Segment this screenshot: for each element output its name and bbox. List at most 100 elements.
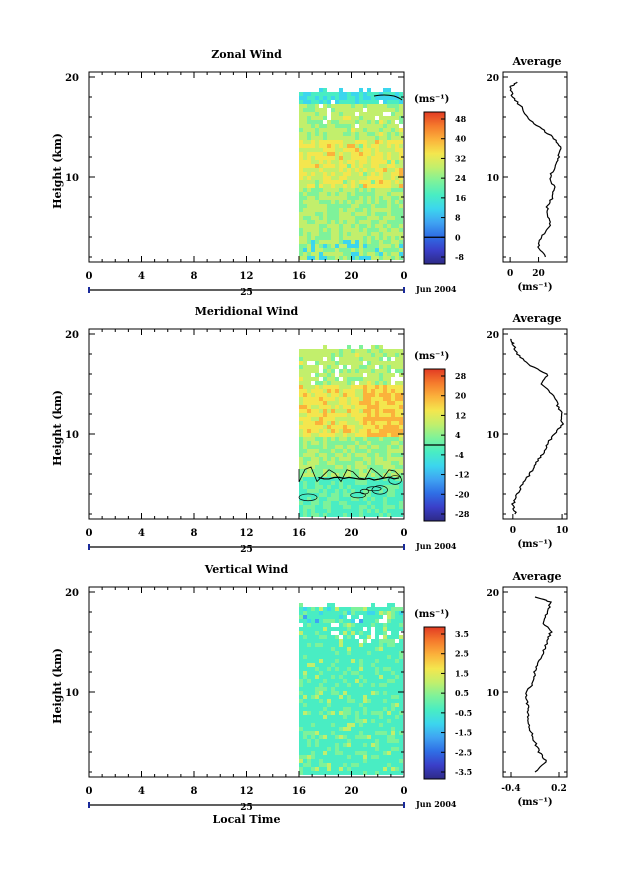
- heatmap-cell: [395, 457, 399, 461]
- heatmap-cell: [335, 140, 339, 144]
- heatmap-cell: [347, 763, 351, 767]
- heatmap-cell: [347, 485, 351, 489]
- heatmap-cell: [395, 461, 399, 465]
- heatmap-cell: [315, 679, 319, 683]
- heatmap-cell: [391, 248, 395, 252]
- heatmap-cell: [343, 679, 347, 683]
- heatmap-cell: [335, 232, 339, 236]
- heatmap-cell: [379, 747, 383, 751]
- heatmap-cell: [315, 252, 319, 256]
- heatmap-cell: [307, 663, 311, 667]
- heatmap-cell: [399, 252, 403, 256]
- heatmap-cell: [335, 497, 339, 501]
- heatmap-cell: [367, 393, 371, 397]
- heatmap-cell: [395, 401, 399, 405]
- heatmap-cell: [379, 457, 383, 461]
- heatmap-cell: [339, 128, 343, 132]
- heatmap-cell: [375, 377, 379, 381]
- heatmap-cell: [347, 232, 351, 236]
- heatmap-cell: [299, 667, 303, 671]
- heatmap-cell: [319, 232, 323, 236]
- heatmap-cell: [343, 509, 347, 513]
- heatmap-cell: [363, 413, 367, 417]
- heatmap-cell: [307, 771, 311, 775]
- average-frame: [502, 586, 568, 778]
- heatmap-cell: [399, 659, 403, 663]
- heatmap-cell: [379, 715, 383, 719]
- heatmap-cell: [315, 148, 319, 152]
- heatmap-cell: [363, 695, 367, 699]
- heatmap-cell: [307, 619, 311, 623]
- heatmap-cell: [359, 489, 363, 493]
- heatmap-cell: [331, 719, 335, 723]
- heatmap-cell: [367, 349, 371, 353]
- heatmap-cell: [371, 707, 375, 711]
- heatmap-cell: [343, 100, 347, 104]
- heatmap-cell: [311, 369, 315, 373]
- heatmap-cell: [307, 96, 311, 100]
- heatmap-cell: [375, 381, 379, 385]
- heatmap-cell: [307, 349, 311, 353]
- colorbar-tick-label: -4: [455, 450, 464, 460]
- heatmap-cell: [307, 172, 311, 176]
- heatmap-cell: [311, 489, 315, 493]
- heatmap-cell: [315, 667, 319, 671]
- heatmap-cell: [299, 707, 303, 711]
- heatmap-cell: [327, 104, 331, 108]
- heatmap-cell: [383, 429, 387, 433]
- heatmap-cell: [307, 767, 311, 771]
- heatmap-cell: [387, 256, 391, 260]
- heatmap-cell: [347, 164, 351, 168]
- heatmap-cell: [299, 643, 303, 647]
- heatmap-cell: [375, 140, 379, 144]
- heatmap-cell: [315, 497, 319, 501]
- heatmap-cell: [315, 144, 319, 148]
- heatmap-cell: [375, 232, 379, 236]
- heatmap-cell: [307, 357, 311, 361]
- heatmap-cell: [363, 349, 367, 353]
- contour-line: [318, 476, 400, 481]
- heatmap-cell: [371, 747, 375, 751]
- x-axis-label: Local Time: [213, 813, 281, 826]
- heatmap-cell: [307, 477, 311, 481]
- heatmap-cell: [311, 485, 315, 489]
- heatmap-cell: [319, 357, 323, 361]
- heatmap-cell: [323, 244, 327, 248]
- heatmap-cell: [367, 228, 371, 232]
- heatmap-cell: [371, 429, 375, 433]
- heatmap-cell: [375, 671, 379, 675]
- heatmap-cell: [391, 747, 395, 751]
- heatmap-cell: [387, 224, 391, 228]
- heatmap-cell: [367, 220, 371, 224]
- heatmap-cell: [399, 385, 403, 389]
- heatmap-cell: [395, 353, 399, 357]
- heatmap-cell: [371, 425, 375, 429]
- heatmap-cell: [379, 639, 383, 643]
- heatmap-cell: [379, 108, 383, 112]
- heatmap-cell: [363, 144, 367, 148]
- heatmap-cell: [359, 663, 363, 667]
- heatmap-cell: [303, 513, 307, 517]
- x-tick-label: 4: [138, 271, 145, 282]
- heatmap-cell: [383, 188, 387, 192]
- heatmap-cell: [327, 381, 331, 385]
- heatmap-cell: [355, 763, 359, 767]
- heatmap-cell: [335, 763, 339, 767]
- heatmap-cell: [315, 743, 319, 747]
- heatmap-cell: [351, 751, 355, 755]
- heatmap-cell: [343, 473, 347, 477]
- heatmap-cell: [363, 176, 367, 180]
- heatmap-cell: [331, 437, 335, 441]
- heatmap-cell: [399, 687, 403, 691]
- heatmap-cell: [347, 136, 351, 140]
- heatmap-cell: [355, 627, 359, 631]
- heatmap-cell: [323, 96, 327, 100]
- heatmap-cell: [307, 112, 311, 116]
- heatmap-cell: [387, 381, 391, 385]
- heatmap-cell: [327, 96, 331, 100]
- heatmap-cell: [371, 727, 375, 731]
- heatmap-cell: [379, 683, 383, 687]
- heatmap-cell: [331, 465, 335, 469]
- heatmap-cell: [375, 361, 379, 365]
- heatmap-cell: [311, 180, 315, 184]
